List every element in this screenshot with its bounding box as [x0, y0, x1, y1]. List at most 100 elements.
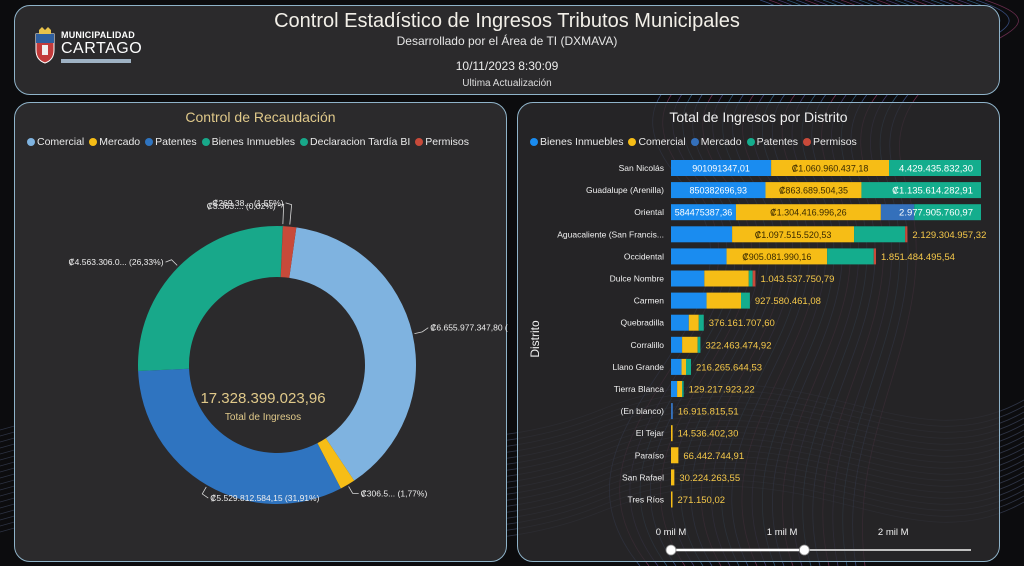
- bar-legend-patentes[interactable]: Patentes: [746, 136, 798, 148]
- bar-segment-comercial[interactable]: [735, 204, 881, 221]
- bar-segment-bienes-inmuebles[interactable]: [671, 358, 682, 375]
- donut-leader-line: [277, 203, 285, 225]
- bar-segment-comercial[interactable]: [704, 270, 749, 287]
- bar-legend-comercial[interactable]: Comercial: [628, 136, 686, 148]
- bar-segment-patentes[interactable]: [889, 160, 981, 176]
- bar-segment-permisos[interactable]: [905, 226, 908, 243]
- bar-total-label: 16.915.815,51: [678, 407, 739, 418]
- donut-legend-bienes-inmuebles[interactable]: Bienes Inmuebles: [201, 136, 295, 148]
- bar-segment-patentes[interactable]: [698, 314, 704, 331]
- legend-dot-icon: [145, 138, 154, 146]
- bar-segment-comercial[interactable]: [677, 381, 683, 397]
- bar-segment-patentes[interactable]: [682, 381, 684, 397]
- bar-row-tierra-blanca[interactable]: Tierra Blanca 129.217.923,22: [614, 381, 755, 397]
- donut-slice-mercado[interactable]: [317, 438, 355, 489]
- bar-chart-title: Total de Ingresos por Distrito: [669, 109, 848, 125]
- legend-label: Mercado: [700, 136, 742, 148]
- bar-segment-comercial[interactable]: [682, 336, 698, 353]
- bar-segment-bienes-inmuebles[interactable]: [671, 314, 689, 331]
- bar-row-aguacaliente-san-francis[interactable]: Aguacaliente (San Francis... ₡1.097.515.5…: [557, 226, 986, 243]
- page-title: Control Estadístico de Ingresos Tributos…: [274, 10, 740, 32]
- bar-row-en-blanco[interactable]: (En blanco) 16.915.815,51: [621, 403, 739, 420]
- bar-segment-patentes[interactable]: [741, 292, 750, 309]
- donut-leader-line: [285, 202, 293, 225]
- bar-segment-bienes-inmuebles[interactable]: [671, 248, 727, 265]
- bar-legend-permisos[interactable]: Permisos: [803, 136, 857, 148]
- donut-legend-mercado[interactable]: Mercado: [89, 136, 140, 148]
- bar-legend-bienes-inmuebles[interactable]: Bienes Inmuebles: [530, 136, 623, 148]
- bar-segment-bienes-inmuebles[interactable]: [671, 292, 707, 309]
- bar-row-san-nicolas[interactable]: San Nicolás 901091347,01 ₡1.060.960.437,18…: [619, 160, 981, 176]
- donut-legend-declaracion-tardia-bi[interactable]: Declaracion Tardía BI: [300, 136, 410, 148]
- legend-label: Declaracion Tardía BI: [310, 136, 411, 148]
- donut-slice-comercial[interactable]: [289, 227, 417, 481]
- range-slider-min-handle[interactable]: [665, 544, 677, 556]
- bar-segment-patentes[interactable]: [914, 204, 981, 221]
- bar-segment-bienes-inmuebles[interactable]: [671, 336, 683, 353]
- donut-slice-bienes-inmuebles[interactable]: [138, 225, 283, 371]
- bar-row-oriental[interactable]: Oriental 584475387,36 ₡1.304.416.996,26 2.9…: [634, 204, 981, 221]
- category-label: Oriental: [634, 207, 664, 217]
- bar-row-quebradilla[interactable]: Quebradilla 376.161.707,60: [621, 314, 775, 331]
- x-tick-label: 2 mil M: [878, 527, 909, 538]
- bar-row-el-tejar[interactable]: El Tejar 14.536.402,30: [636, 425, 739, 442]
- bar-segment-comercial[interactable]: [726, 248, 828, 265]
- district-income-panel: Total de Ingresos por Distrito Bienes In…: [517, 102, 1000, 562]
- bar-segment-permisos[interactable]: [873, 248, 877, 265]
- category-label: Tres Ríos: [627, 495, 664, 505]
- bar-row-corralillo[interactable]: Corralillo 322.463.474,92: [630, 336, 771, 353]
- bar-segment-patentes[interactable]: [686, 358, 691, 375]
- bar-segment-bienes-inmuebles[interactable]: [671, 226, 733, 243]
- bar-legend-mercado[interactable]: Mercado: [690, 136, 742, 148]
- bar-segment-comercial[interactable]: [671, 425, 673, 442]
- bar-row-carmen[interactable]: Carmen 927.580.461,08: [634, 292, 821, 309]
- bar-segment-bienes-inmuebles[interactable]: [671, 204, 736, 221]
- bar-segment-bienes-inmuebles[interactable]: [671, 381, 678, 397]
- bar-segment-patentes[interactable]: [827, 248, 874, 265]
- bar-segment-comercial[interactable]: [681, 358, 686, 375]
- donut-slice-permisos[interactable]: [280, 226, 297, 278]
- bar-row-dulce-nombre[interactable]: Dulce Nombre 1.043.537.750,79: [610, 270, 835, 287]
- bar-row-tres-rios[interactable]: Tres Ríos 271.150,02: [627, 491, 725, 508]
- bar-segment-patentes[interactable]: [748, 270, 753, 287]
- bar-segment-patentes[interactable]: [854, 226, 906, 243]
- bar-segment-bienes-inmuebles[interactable]: [671, 182, 766, 199]
- bar-row-llano-grande[interactable]: Llano Grande 216.265.644,53: [612, 358, 762, 375]
- donut-data-label: ₡269.38... (1,55%): [212, 198, 284, 208]
- bar-segment-comercial[interactable]: [671, 469, 675, 486]
- bar-row-paraiso[interactable]: Paraíso 66.442.744,91: [635, 447, 744, 464]
- category-label: Corralillo: [630, 340, 664, 350]
- bar-segment-comercial[interactable]: [732, 226, 855, 243]
- donut-slice-patentes[interactable]: [138, 368, 341, 505]
- bar-segment-comercial[interactable]: [706, 292, 741, 309]
- category-label: Llano Grande: [612, 362, 664, 372]
- donut-legend-comercial[interactable]: Comercial: [27, 136, 84, 148]
- donut-leader-line: [201, 486, 209, 499]
- bar-segment-comercial[interactable]: [771, 160, 890, 176]
- bar-segment-mercado[interactable]: [880, 204, 915, 221]
- x-tick-label: 0 mil M: [656, 527, 687, 538]
- bar-segment-comercial[interactable]: [765, 182, 862, 199]
- bar-segment-comercial[interactable]: [688, 314, 699, 331]
- bar-segment-patentes[interactable]: [697, 336, 701, 353]
- donut-legend-permisos[interactable]: Permisos: [415, 136, 469, 148]
- donut-slice-declaracion-tardia-bi[interactable]: [280, 226, 283, 278]
- legend-label: Permisos: [425, 136, 470, 148]
- donut-legend-patentes[interactable]: Patentes: [145, 136, 197, 148]
- donut-legend: Comercial Mercado Patentes Bienes Inmuebles…: [27, 136, 474, 148]
- bar-segment-patentes[interactable]: [861, 182, 981, 199]
- bar-segment-permisos[interactable]: [752, 270, 756, 287]
- range-slider-max-handle[interactable]: [798, 544, 810, 556]
- legend-dot-icon: [89, 138, 98, 146]
- legend-dot-icon: [530, 138, 538, 146]
- bar-row-san-rafael[interactable]: San Rafael 30.224.263,55: [622, 469, 740, 486]
- bar-segment-comercial[interactable]: [671, 447, 679, 464]
- bar-row-occidental[interactable]: Occidental ₡905.081.990,16 1.851.484.495,5…: [624, 248, 955, 265]
- header-panel: MUNICIPALIDAD CARTAGO Control Estadístic…: [14, 5, 1000, 95]
- bar-segment-bienes-inmuebles[interactable]: [671, 160, 772, 176]
- bar-row-guadalupe-arenilla[interactable]: Guadalupe (Arenilla) 850382696,93 ₡863.689…: [586, 182, 981, 199]
- bar-segment-comercial[interactable]: [671, 491, 673, 508]
- bar-segment-bienes-inmuebles[interactable]: [671, 270, 705, 287]
- legend-dot-icon: [690, 138, 699, 146]
- bar-segment-mercado[interactable]: [671, 403, 673, 420]
